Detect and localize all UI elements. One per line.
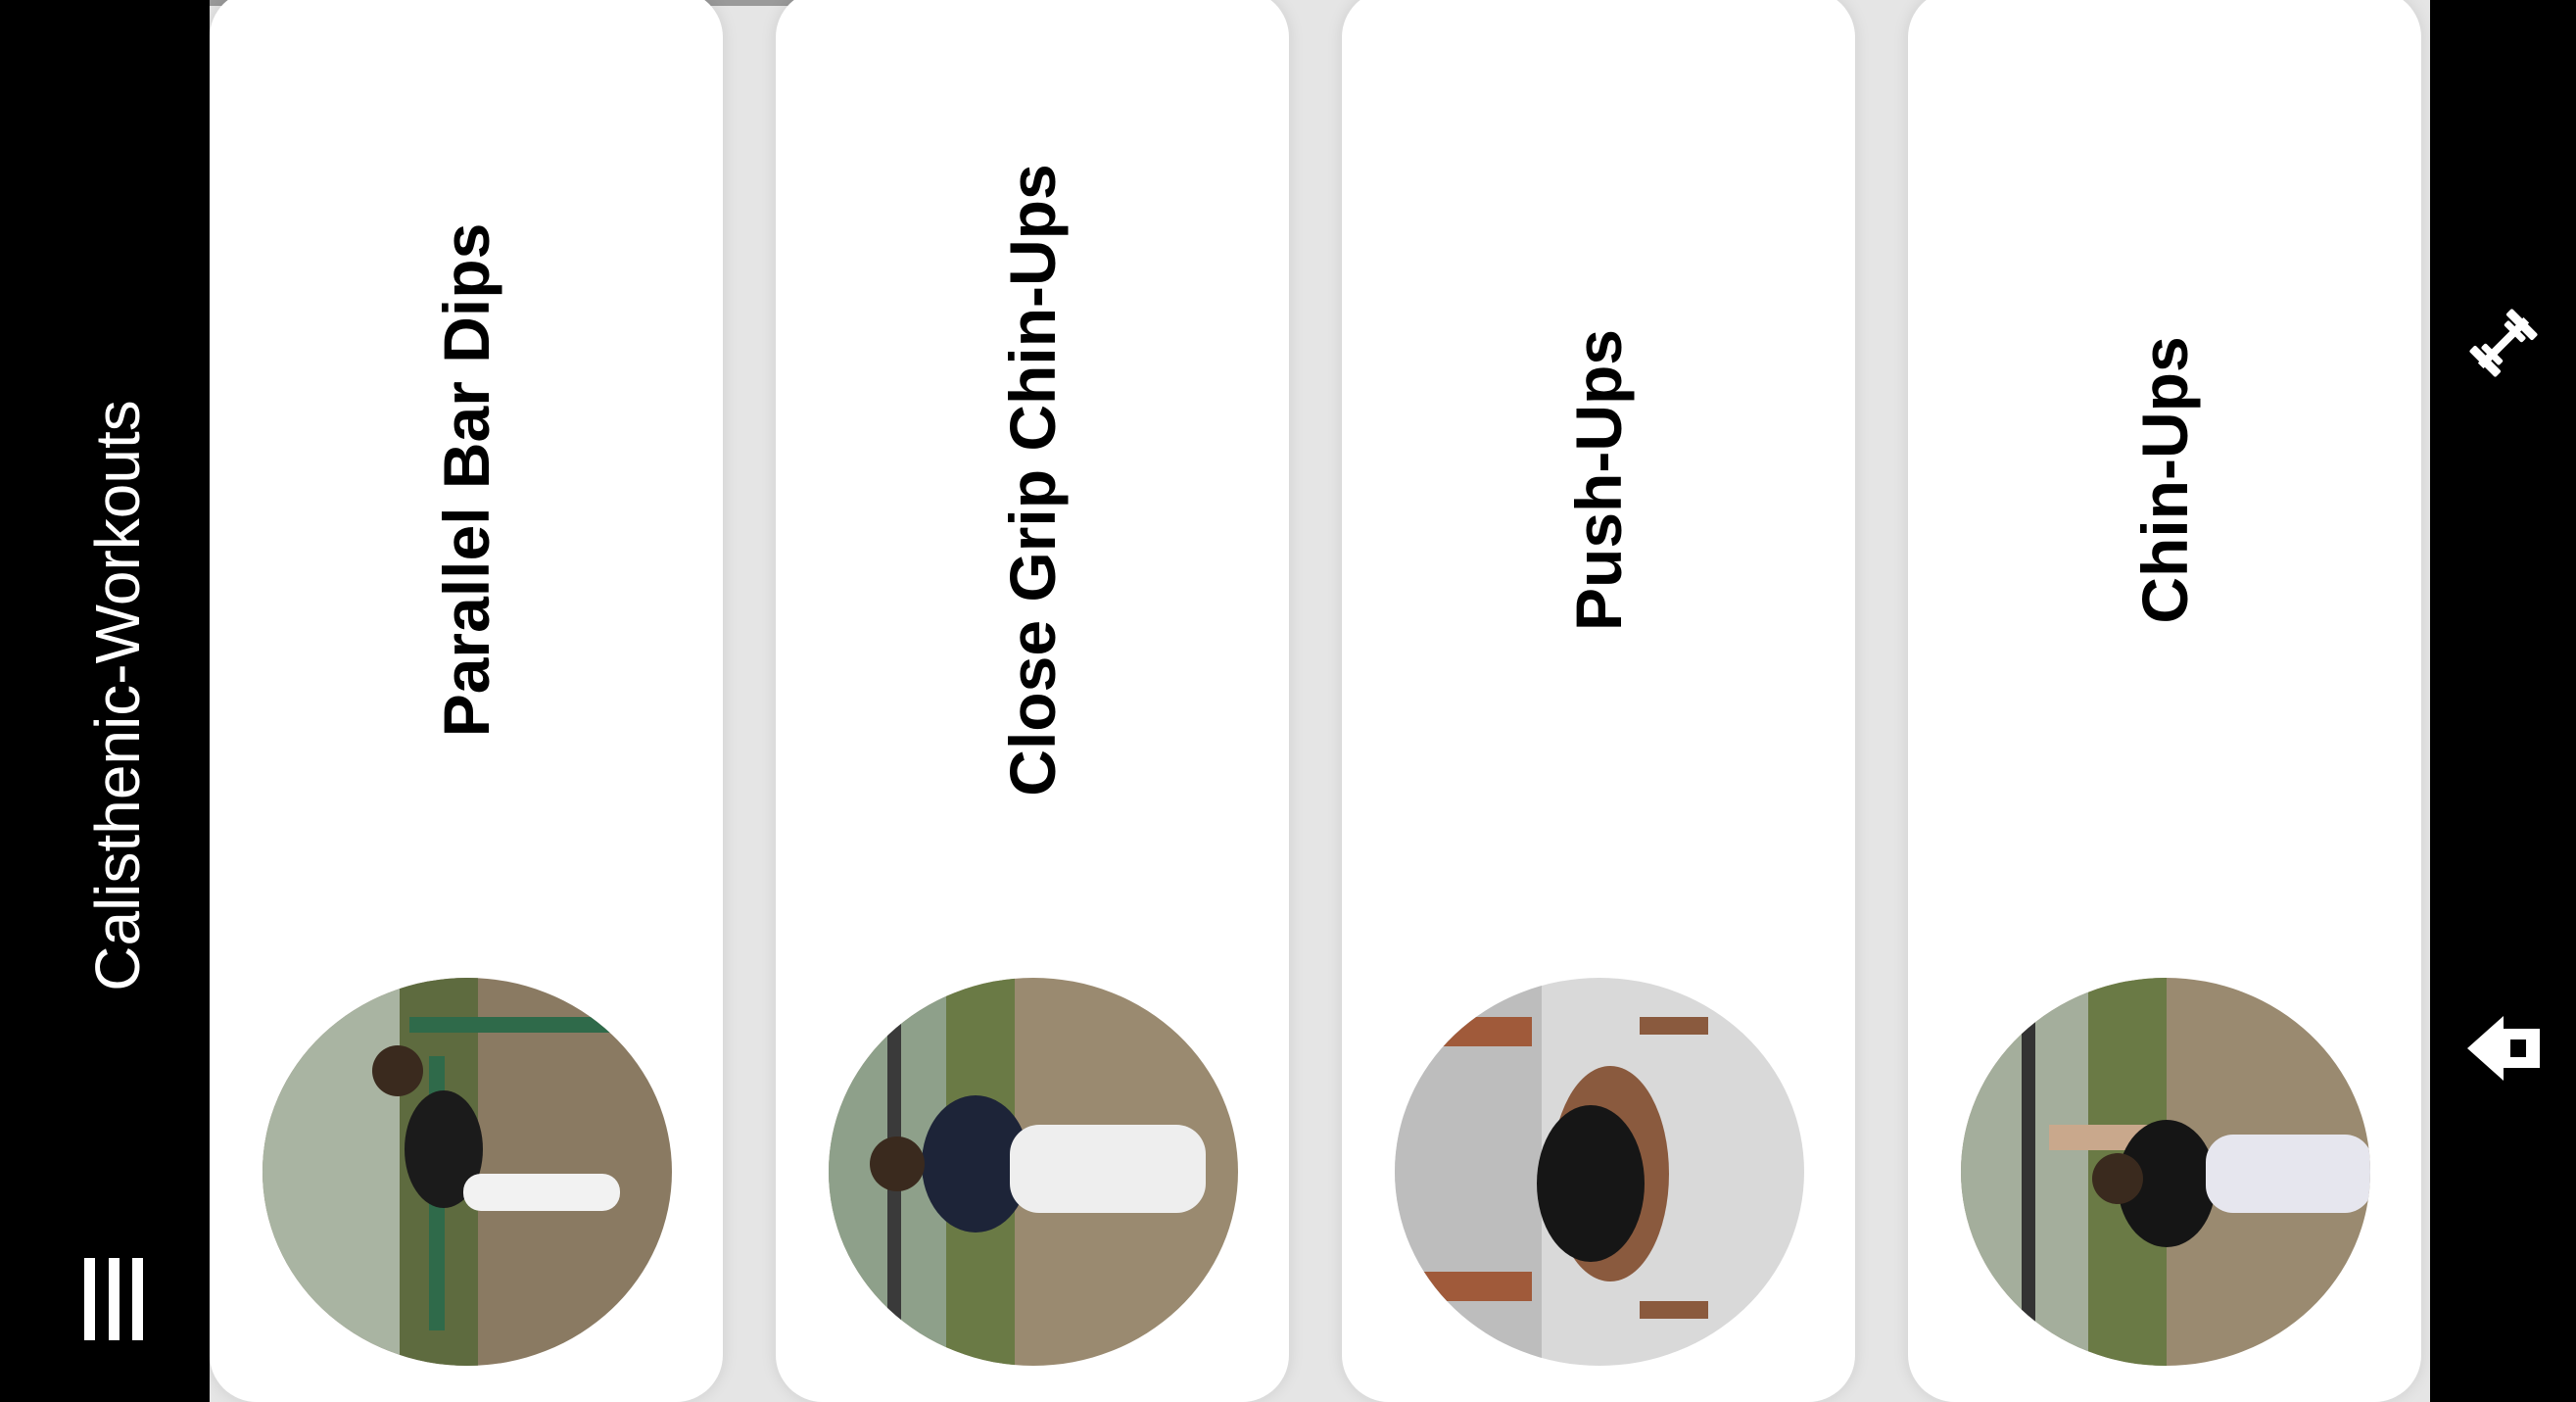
- home-icon[interactable]: [2459, 1004, 2548, 1092]
- workout-photo: [1395, 978, 1804, 1366]
- workout-title: Parallel Bar Dips: [430, 222, 502, 738]
- workout-card-push-ups[interactable]: Push-Ups: [1342, 0, 1855, 1402]
- dumbbell-icon[interactable]: [2459, 299, 2548, 387]
- workout-title: Push-Ups: [1562, 328, 1635, 632]
- workout-photo: [829, 978, 1238, 1366]
- workout-photo: [1961, 978, 2370, 1366]
- workout-card-chin-ups[interactable]: Chin-Ups: [1908, 0, 2421, 1402]
- app-title: Calisthenic-Workouts: [82, 400, 153, 991]
- workout-title: Close Grip Chin-Ups: [996, 164, 1069, 797]
- workout-title: Chin-Ups: [2128, 336, 2201, 624]
- app-bar: Calisthenic-Workouts: [0, 0, 210, 1402]
- bottom-navigation: [2430, 0, 2576, 1402]
- workout-photo: [262, 978, 672, 1366]
- workout-card-close-grip-chin-ups[interactable]: Close Grip Chin-Ups: [776, 0, 1289, 1402]
- workout-card-parallel-bar-dips[interactable]: Parallel Bar Dips: [210, 0, 723, 1402]
- menu-icon[interactable]: [84, 1258, 143, 1340]
